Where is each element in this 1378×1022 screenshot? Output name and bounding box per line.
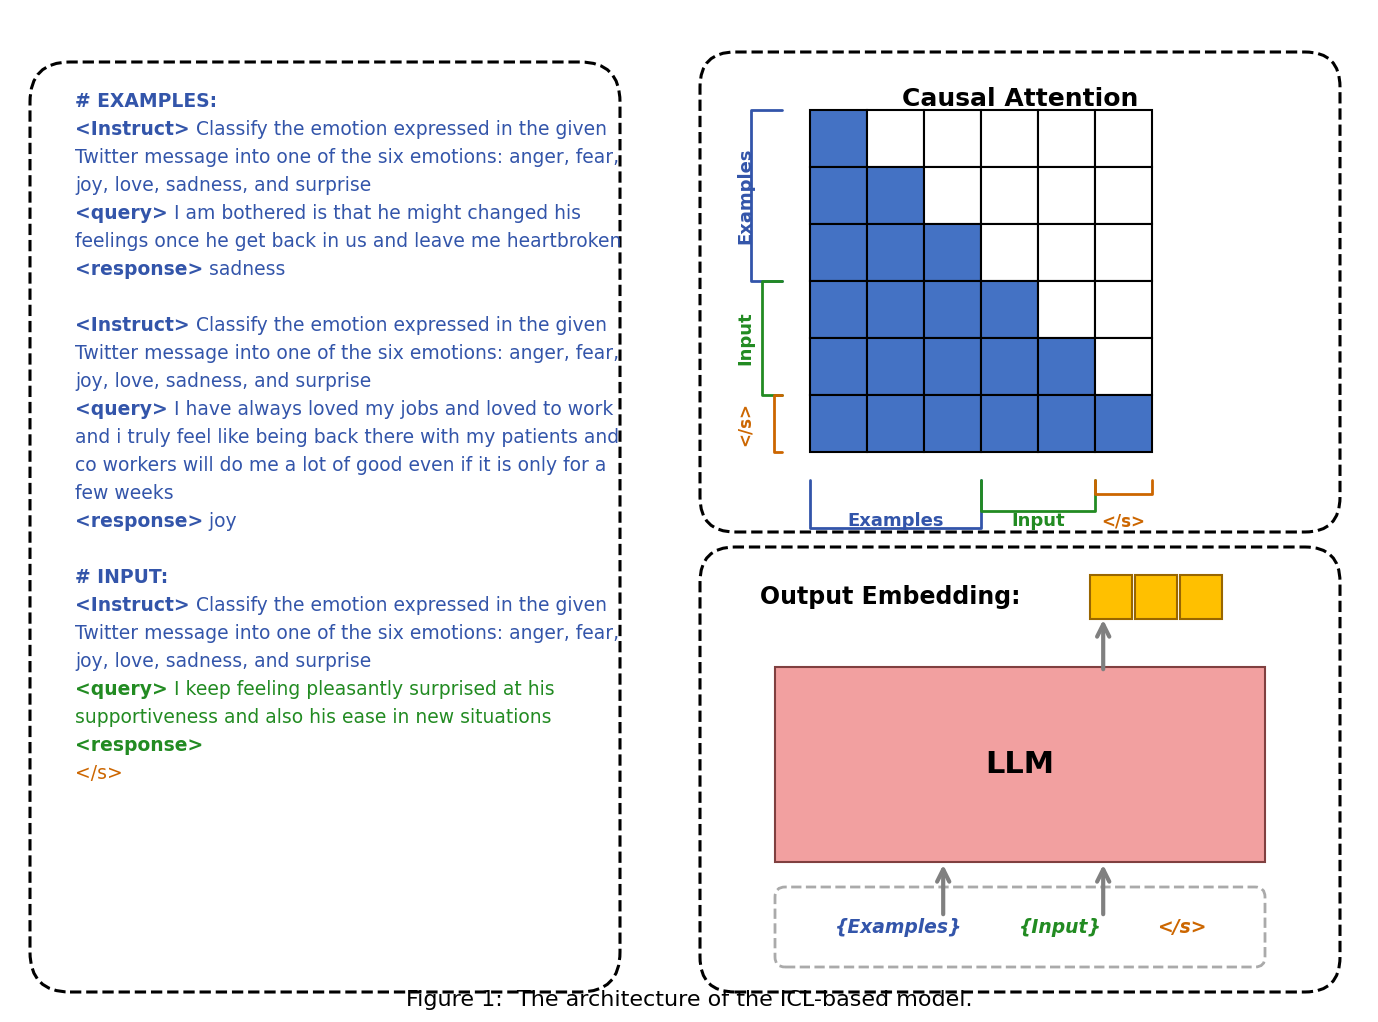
- Text: supportiveness and also his ease in new situations: supportiveness and also his ease in new …: [74, 708, 551, 727]
- Text: LLM: LLM: [985, 750, 1054, 779]
- Text: <query>: <query>: [74, 400, 168, 419]
- Bar: [1096, 110, 1152, 167]
- Text: I am bothered is that he might changed his: I am bothered is that he might changed h…: [168, 204, 580, 223]
- Bar: [1038, 167, 1096, 224]
- Bar: [925, 110, 981, 167]
- Bar: [1096, 224, 1152, 281]
- Text: <Instruct>: <Instruct>: [74, 316, 190, 335]
- Bar: [981, 338, 1038, 394]
- Bar: [810, 167, 867, 224]
- Text: Input: Input: [1011, 512, 1065, 530]
- Text: joy, love, sadness, and surprise: joy, love, sadness, and surprise: [74, 372, 371, 391]
- Text: Figure 1:  The architecture of the ICL-based model.: Figure 1: The architecture of the ICL-ba…: [405, 990, 973, 1010]
- Text: sadness: sadness: [203, 260, 285, 279]
- Bar: [867, 110, 925, 167]
- Bar: [1096, 394, 1152, 452]
- Bar: [925, 167, 981, 224]
- Text: Examples: Examples: [736, 147, 754, 244]
- Bar: [981, 394, 1038, 452]
- Text: Examples: Examples: [847, 512, 944, 530]
- Text: and i truly feel like being back there with my patients and: and i truly feel like being back there w…: [74, 428, 619, 447]
- Bar: [1038, 338, 1096, 394]
- Bar: [867, 394, 925, 452]
- Text: Classify the emotion expressed in the given: Classify the emotion expressed in the gi…: [190, 316, 606, 335]
- Bar: [1038, 110, 1096, 167]
- Bar: [1090, 575, 1131, 619]
- Bar: [810, 110, 867, 167]
- FancyBboxPatch shape: [30, 62, 620, 992]
- Bar: [925, 394, 981, 452]
- Bar: [1096, 281, 1152, 338]
- Bar: [981, 167, 1038, 224]
- Text: Twitter message into one of the six emotions: anger, fear,: Twitter message into one of the six emot…: [74, 148, 619, 167]
- Bar: [925, 281, 981, 338]
- Bar: [1180, 575, 1222, 619]
- Text: </s>: </s>: [74, 764, 123, 783]
- Text: <query>: <query>: [74, 204, 168, 223]
- Bar: [867, 338, 925, 394]
- FancyBboxPatch shape: [700, 547, 1339, 992]
- Bar: [774, 667, 1265, 862]
- Bar: [1038, 224, 1096, 281]
- Bar: [1038, 281, 1096, 338]
- Text: <response>: <response>: [74, 260, 203, 279]
- Text: joy, love, sadness, and surprise: joy, love, sadness, and surprise: [74, 652, 371, 671]
- Text: # INPUT:: # INPUT:: [74, 568, 168, 587]
- Text: joy: joy: [203, 512, 237, 531]
- Text: feelings once he get back in us and leave me heartbroken: feelings once he get back in us and leav…: [74, 232, 621, 251]
- Text: Input: Input: [736, 311, 754, 365]
- Bar: [867, 281, 925, 338]
- Bar: [1135, 575, 1177, 619]
- Bar: [867, 167, 925, 224]
- Bar: [810, 338, 867, 394]
- Text: {Input}: {Input}: [1018, 918, 1101, 936]
- Text: co workers will do me a lot of good even if it is only for a: co workers will do me a lot of good even…: [74, 456, 606, 475]
- Bar: [810, 224, 867, 281]
- Text: few weeks: few weeks: [74, 484, 174, 503]
- Text: </s>: </s>: [1158, 918, 1207, 936]
- Bar: [981, 110, 1038, 167]
- FancyBboxPatch shape: [774, 887, 1265, 967]
- Text: Causal Attention: Causal Attention: [901, 87, 1138, 111]
- Text: I keep feeling pleasantly surprised at his: I keep feeling pleasantly surprised at h…: [168, 680, 554, 699]
- Text: Output Embedding:: Output Embedding:: [761, 585, 1021, 609]
- Bar: [1096, 338, 1152, 394]
- Bar: [981, 281, 1038, 338]
- Text: <response>: <response>: [74, 512, 203, 531]
- Text: <Instruct>: <Instruct>: [74, 120, 190, 139]
- Text: joy, love, sadness, and surprise: joy, love, sadness, and surprise: [74, 176, 371, 195]
- Bar: [1096, 167, 1152, 224]
- Text: # EXAMPLES:: # EXAMPLES:: [74, 92, 218, 111]
- Bar: [981, 224, 1038, 281]
- Text: Twitter message into one of the six emotions: anger, fear,: Twitter message into one of the six emot…: [74, 344, 619, 363]
- Text: </s>: </s>: [736, 402, 754, 446]
- Bar: [810, 281, 867, 338]
- Text: Classify the emotion expressed in the given: Classify the emotion expressed in the gi…: [190, 596, 606, 615]
- Text: {Examples}: {Examples}: [834, 918, 962, 936]
- Bar: [1038, 394, 1096, 452]
- Text: </s>: </s>: [1101, 512, 1145, 530]
- FancyBboxPatch shape: [700, 52, 1339, 532]
- Bar: [925, 338, 981, 394]
- Bar: [925, 224, 981, 281]
- Bar: [867, 224, 925, 281]
- Text: Twitter message into one of the six emotions: anger, fear,: Twitter message into one of the six emot…: [74, 624, 619, 643]
- Text: <query>: <query>: [74, 680, 168, 699]
- Text: <response>: <response>: [74, 736, 203, 755]
- Text: I have always loved my jobs and loved to work: I have always loved my jobs and loved to…: [168, 400, 613, 419]
- Text: Classify the emotion expressed in the given: Classify the emotion expressed in the gi…: [190, 120, 606, 139]
- Text: <Instruct>: <Instruct>: [74, 596, 190, 615]
- Bar: [810, 394, 867, 452]
